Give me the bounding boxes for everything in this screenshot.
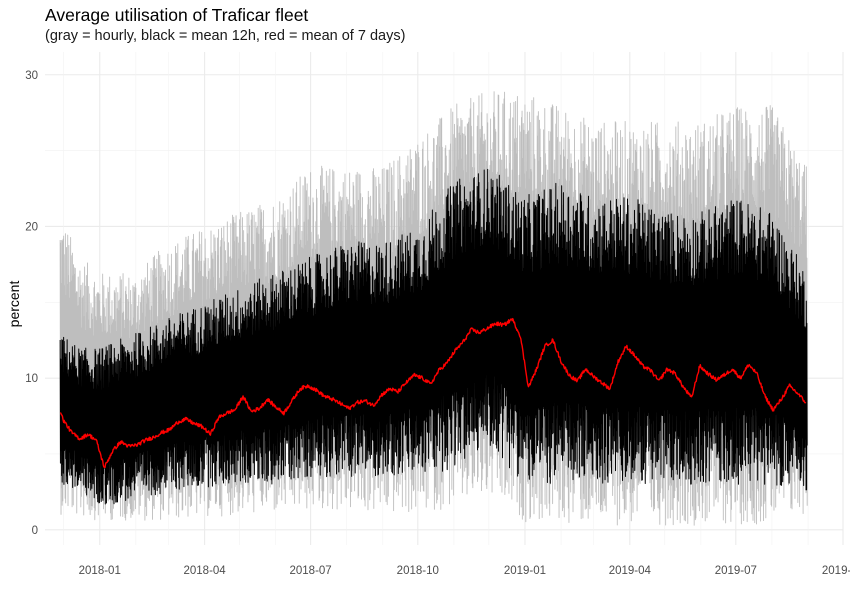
x-tick-label: 2018-04 (183, 565, 226, 577)
chart-title: Average utilisation of Traficar fleet (45, 5, 309, 25)
y-axis-ticks: 0 10 20 30 (25, 70, 38, 537)
x-tick-label: 2019-07 (715, 565, 757, 577)
mean-12h-series (59, 168, 808, 505)
x-tick-label: 2018-07 (290, 565, 332, 577)
x-tick-label: 2018-10 (397, 565, 439, 577)
x-tick-label: 2019-01 (504, 565, 546, 577)
x-tick-label: 2018-01 (79, 565, 121, 577)
y-tick-label: 10 (25, 373, 38, 385)
y-axis-label: percent (6, 281, 22, 328)
y-tick-label: 30 (25, 70, 38, 82)
x-axis-ticks: 2018-01 2018-04 2018-07 2018-10 2019-01 2019-… (79, 565, 850, 577)
y-tick-label: 20 (25, 221, 38, 233)
mean-7d-line (59, 317, 807, 469)
chart-subtitle: (gray = hourly, black = mean 12h, red = … (45, 28, 406, 44)
x-tick-label: 2019-04 (609, 565, 652, 577)
mean-12h-line (59, 168, 808, 505)
y-tick-label: 0 (32, 525, 38, 537)
x-tick-label: 2019-10 (822, 565, 850, 577)
mean-7d-series (59, 317, 807, 469)
